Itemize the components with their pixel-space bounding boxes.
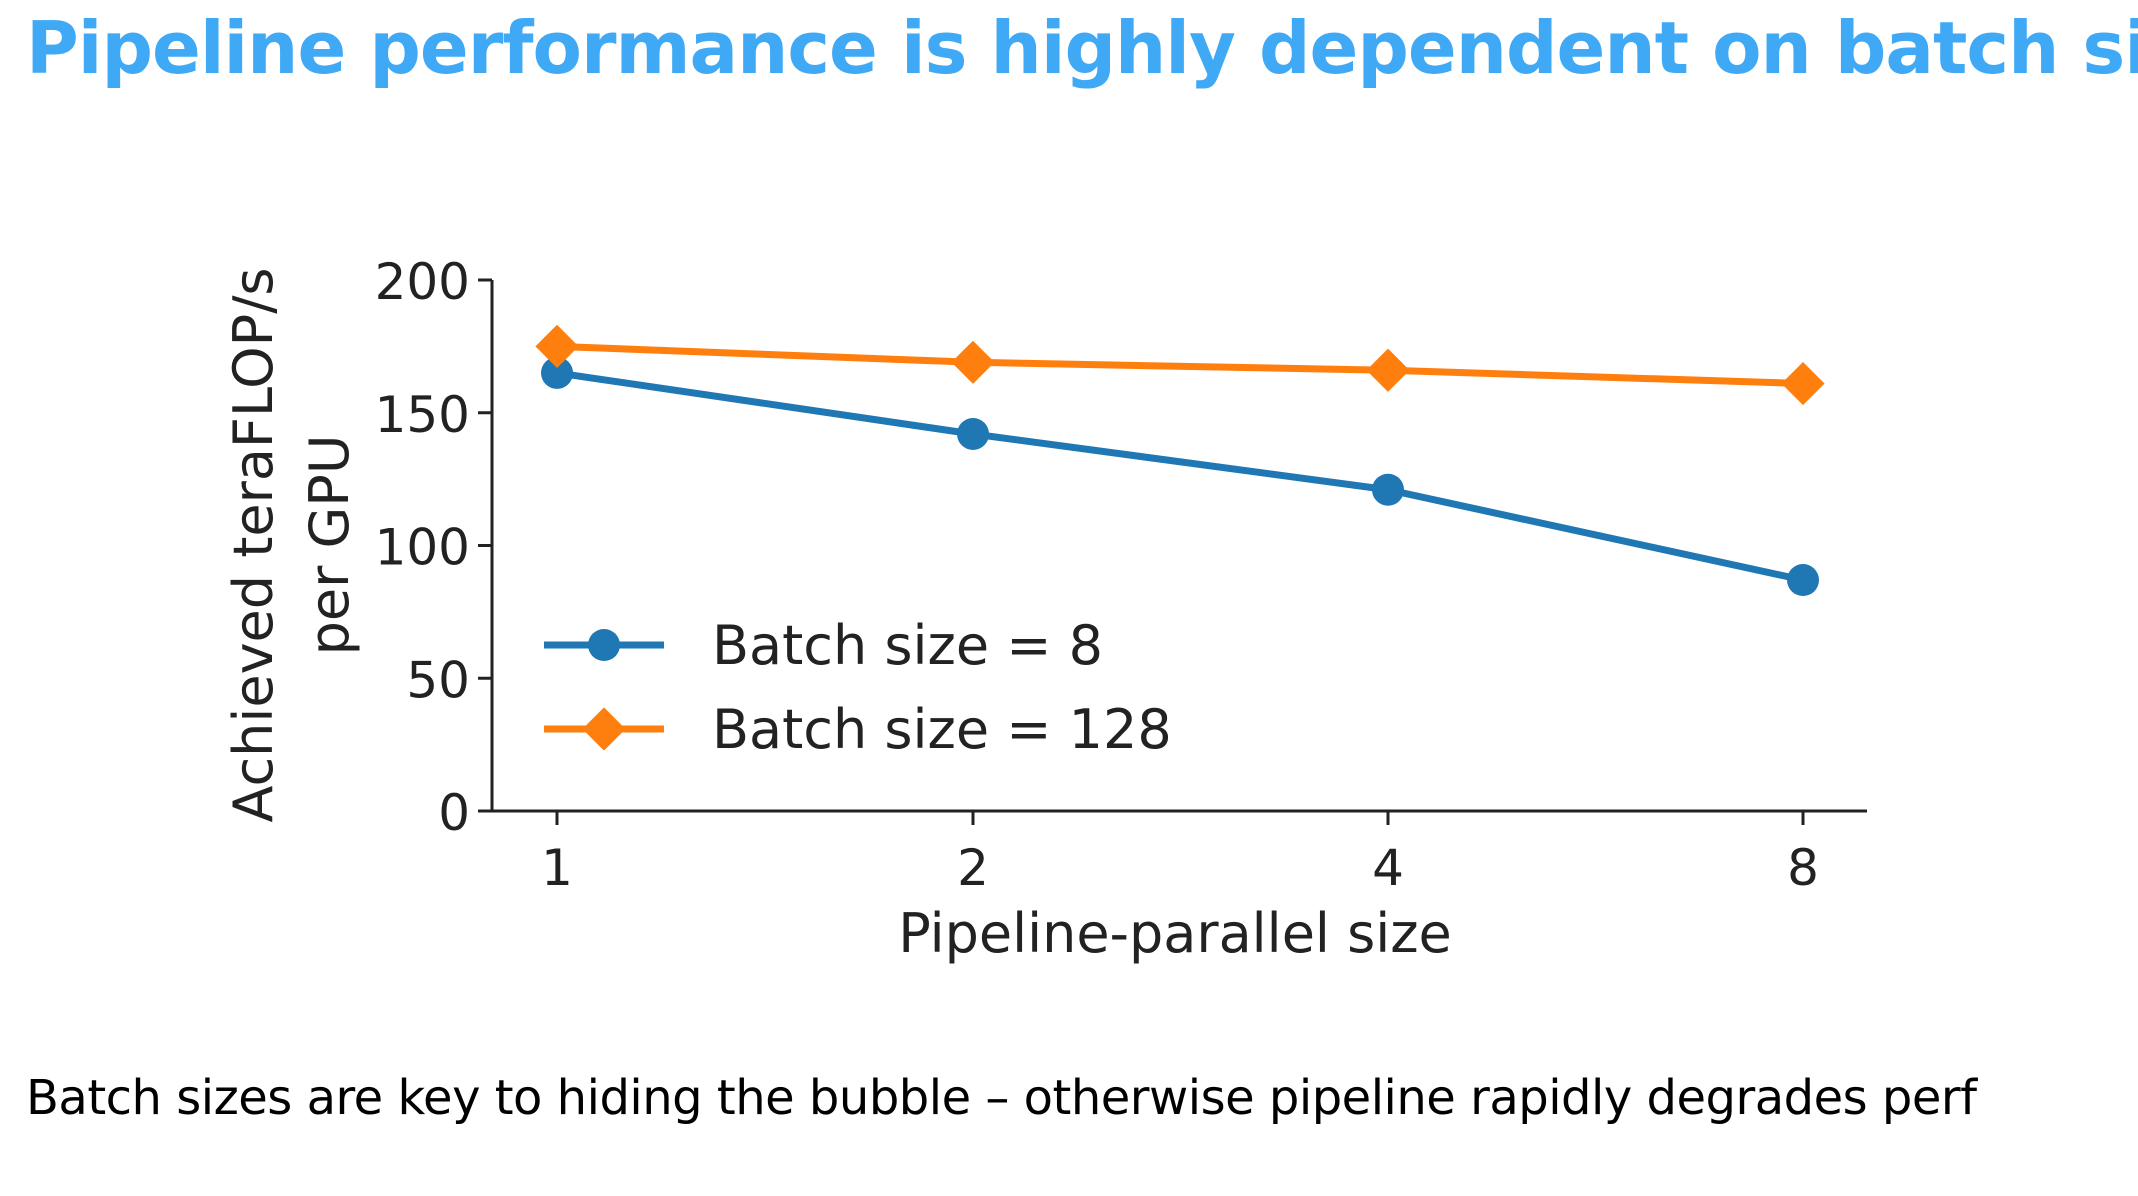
axes-layer: 0 50 100 150 200 1 2 4 8 Pipeline-parallel size Ac… (222, 253, 1867, 965)
data-point-circle (541, 356, 573, 389)
series-1 (541, 356, 1819, 597)
y-tick-label: 0 (438, 784, 470, 842)
data-point-circle (1787, 564, 1819, 597)
data-point-diamond (1781, 361, 1825, 406)
x-tick-label: 8 (1787, 839, 1819, 897)
slide-caption: Batch sizes are key to hiding the bubble… (26, 1070, 1977, 1126)
legend-label: Batch size = 8 (712, 614, 1103, 677)
x-tick-label: 2 (957, 839, 989, 897)
y-tick-label: 150 (375, 386, 470, 444)
x-tick-label: 4 (1372, 839, 1404, 897)
y-axis-label-line-1: Achieved teraFLOP/s (222, 267, 285, 822)
series-line (556, 369, 1804, 584)
legend-entry: Batch size = 128 (544, 698, 1172, 761)
legend-label: Batch size = 128 (712, 698, 1172, 761)
series-line (556, 342, 1804, 388)
legend-marker-circle (588, 629, 620, 661)
y-tick-label: 100 (375, 519, 470, 577)
data-point-diamond (535, 324, 579, 368)
legend-marker-diamond (582, 707, 626, 751)
legend-entry: Batch size = 8 (544, 614, 1103, 677)
data-point-circle (957, 417, 989, 450)
y-axis-label-line-2: per GPU (298, 435, 361, 656)
data-point-diamond (951, 340, 995, 384)
x-axis-label: Pipeline-parallel size (898, 902, 1452, 965)
y-tick-label: 50 (406, 651, 470, 709)
series-2 (535, 324, 1825, 406)
slide-title: Pipeline performance is highly dependent… (26, 6, 2138, 90)
legend: Batch size = 8 Batch size = 128 (544, 614, 1172, 761)
series-layer (535, 324, 1825, 597)
data-point-diamond (1366, 348, 1410, 392)
x-tick-label: 1 (541, 839, 573, 897)
data-point-circle (1372, 473, 1404, 506)
y-tick-label: 200 (375, 253, 470, 311)
